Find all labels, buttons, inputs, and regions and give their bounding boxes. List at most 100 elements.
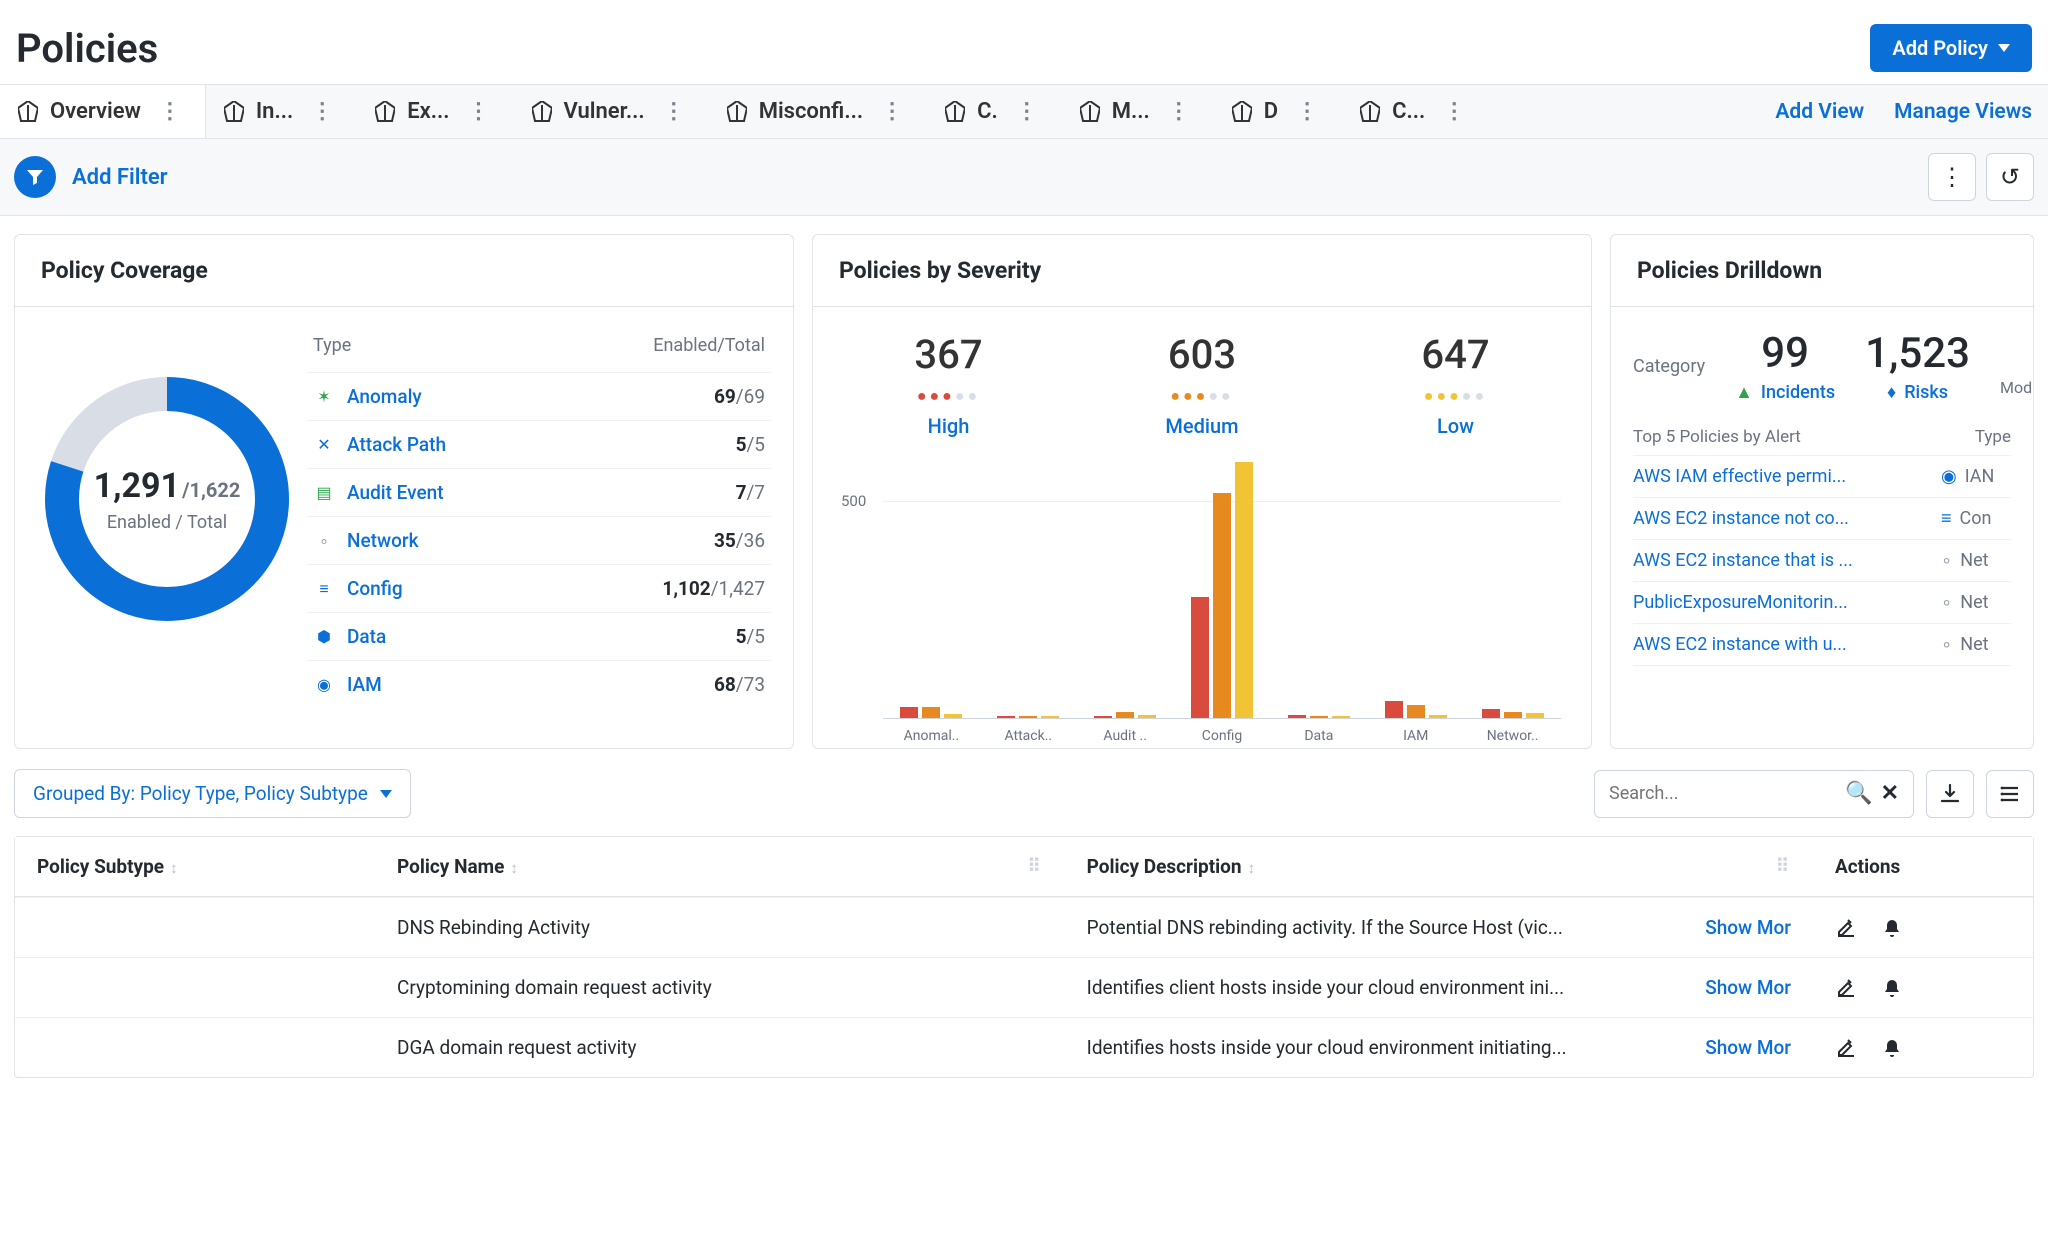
col-desc[interactable]: Policy Description — [1087, 855, 1242, 878]
type-icon: ∘ — [313, 530, 335, 552]
grouped-by-button[interactable]: Grouped By: Policy Type, Policy Subtype — [14, 769, 411, 818]
tab-d[interactable]: D⋮ — [1214, 85, 1342, 138]
table-row: Cryptomining domain request activityIden… — [15, 957, 2033, 1017]
drilldown-trailing: Mod — [2000, 378, 2032, 403]
coverage-row-attack-path[interactable]: ✕Attack Path5/5 — [307, 420, 771, 468]
columns-icon[interactable] — [1986, 770, 2034, 818]
results-table: Policy Subtype ↕ Policy Name ↕ ⠿ Policy Des… — [14, 836, 2034, 1078]
chart-bar — [1213, 493, 1231, 718]
edit-icon[interactable] — [1835, 917, 1857, 939]
show-more-link[interactable]: Show Mor — [1705, 916, 1791, 939]
severity-category: Config — [1174, 458, 1271, 718]
coverage-row-data[interactable]: ⬢Data5/5 — [307, 612, 771, 660]
type-icon: ≡ — [313, 578, 335, 600]
edit-icon[interactable] — [1835, 1037, 1857, 1059]
chart-bar — [1191, 597, 1209, 718]
tab-menu-icon[interactable]: ⋮ — [305, 99, 339, 124]
show-more-link[interactable]: Show Mor — [1705, 976, 1791, 999]
severity-block-low[interactable]: 647●●●●●Low — [1421, 331, 1489, 438]
sort-icon[interactable]: ↕ — [170, 859, 178, 877]
chart-bar — [1041, 716, 1059, 718]
tab-menu-icon[interactable]: ⋮ — [1437, 99, 1471, 124]
col-subtype[interactable]: Policy Subtype — [37, 855, 164, 878]
table-row: DGA domain request activityIdentifies ho… — [15, 1017, 2033, 1077]
sort-icon[interactable]: ↕ — [510, 859, 518, 877]
tab-menu-icon[interactable]: ⋮ — [462, 99, 496, 124]
chart-bar — [997, 716, 1015, 718]
chart-bar — [1019, 716, 1037, 718]
type-icon: ✕ — [313, 434, 335, 456]
severity-category: IAM — [1367, 458, 1464, 718]
ytick-label: 500 — [841, 492, 866, 510]
chevron-down-icon — [1998, 44, 2010, 52]
add-policy-label: Add Policy — [1892, 36, 1988, 60]
drilldown-row[interactable]: AWS EC2 instance not co...≡Con — [1633, 498, 2011, 540]
edit-icon[interactable] — [1835, 977, 1857, 999]
tab-ex[interactable]: Ex...⋮ — [357, 85, 513, 138]
manage-views-link[interactable]: Manage Views — [1894, 100, 2032, 124]
panel-drilldown: Policies Drilldown Category 99 ▲Incident… — [1610, 234, 2034, 749]
severity-category: Audit .. — [1077, 458, 1174, 718]
drilldown-head-right: Type — [1975, 427, 2011, 447]
drilldown-row[interactable]: AWS IAM effective permi...◉IAN — [1633, 456, 2011, 498]
clear-search-icon[interactable]: ✕ — [1881, 781, 1899, 806]
bell-icon[interactable] — [1881, 917, 1903, 939]
drilldown-row[interactable]: AWS EC2 instance that is ...∘Net — [1633, 540, 2011, 582]
severity-block-high[interactable]: 367●●●●●High — [914, 331, 982, 438]
coverage-row-anomaly[interactable]: ✶Anomaly69/69 — [307, 372, 771, 420]
tab-misconfi[interactable]: Misconfi...⋮ — [709, 85, 927, 138]
reset-icon[interactable]: ↺ — [1986, 153, 2034, 201]
tab-m[interactable]: M...⋮ — [1062, 85, 1214, 138]
severity-category: Anomal.. — [883, 458, 980, 718]
tab-c[interactable]: C...⋮ — [1342, 85, 1489, 138]
coverage-row-iam[interactable]: ◉IAM68/73 — [307, 660, 771, 708]
severity-dots-icon: ●●●●● — [1421, 386, 1489, 406]
drag-handle-icon[interactable]: ⠿ — [1776, 856, 1791, 877]
tab-menu-icon[interactable]: ⋮ — [1010, 99, 1044, 124]
tab-menu-icon[interactable]: ⋮ — [1290, 99, 1324, 124]
severity-dots-icon: ●●●●● — [1165, 386, 1238, 406]
tab-menu-icon[interactable]: ⋮ — [1162, 99, 1196, 124]
coverage-row-audit-event[interactable]: ▤Audit Event7/7 — [307, 468, 771, 516]
add-filter-link[interactable]: Add Filter — [72, 165, 168, 190]
type-icon: ⬢ — [313, 626, 335, 648]
chart-bar — [1526, 713, 1544, 718]
tab-menu-icon[interactable]: ⋮ — [875, 99, 909, 124]
drilldown-row[interactable]: AWS EC2 instance with u...∘Net — [1633, 624, 2011, 666]
tab-menu-icon[interactable]: ⋮ — [657, 99, 691, 124]
tab-in[interactable]: In...⋮ — [206, 85, 357, 138]
coverage-row-config[interactable]: ≡Config1,102/1,427 — [307, 564, 771, 612]
sort-icon[interactable]: ↕ — [1248, 859, 1256, 877]
download-icon[interactable] — [1926, 770, 1974, 818]
tab-vulner[interactable]: Vulner...⋮ — [514, 85, 709, 138]
filter-icon[interactable] — [14, 156, 56, 198]
coverage-enabled-count: 1,291 — [94, 466, 180, 506]
kebab-menu-icon[interactable]: ⋮ — [1928, 153, 1976, 201]
add-policy-button[interactable]: Add Policy — [1870, 24, 2032, 72]
search-icon: 🔍 — [1845, 781, 1872, 806]
severity-category: Data — [1270, 458, 1367, 718]
search-input-wrapper[interactable]: 🔍 ✕ — [1594, 770, 1914, 818]
search-input[interactable] — [1609, 783, 1845, 804]
bell-icon[interactable] — [1881, 1037, 1903, 1059]
chart-bar — [1116, 712, 1134, 719]
col-name[interactable]: Policy Name — [397, 855, 504, 878]
panel-drilldown-title: Policies Drilldown — [1611, 235, 2033, 307]
panel-coverage-title: Policy Coverage — [15, 235, 793, 307]
drilldown-risks-label[interactable]: ♦Risks — [1865, 382, 1970, 403]
bell-icon[interactable] — [1881, 977, 1903, 999]
tab-overview[interactable]: Overview⋮ — [0, 85, 206, 138]
coverage-row-network[interactable]: ∘Network35/36 — [307, 516, 771, 564]
tab-c[interactable]: C.⋮ — [927, 85, 1062, 138]
drilldown-incidents-label[interactable]: ▲Incidents — [1735, 382, 1835, 403]
coverage-head-count: Enabled/Total — [653, 335, 765, 356]
drilldown-row[interactable]: PublicExposureMonitorin...∘Net — [1633, 582, 2011, 624]
tab-strip: Overview⋮In...⋮Ex...⋮Vulner...⋮Misconfi.… — [0, 84, 2048, 139]
add-view-link[interactable]: Add View — [1775, 100, 1864, 124]
chevron-down-icon — [380, 790, 392, 798]
severity-block-medium[interactable]: 603●●●●●Medium — [1165, 331, 1238, 438]
tab-menu-icon[interactable]: ⋮ — [153, 99, 187, 124]
drag-handle-icon[interactable]: ⠿ — [1027, 856, 1042, 877]
type-icon: ◉ — [313, 674, 335, 696]
show-more-link[interactable]: Show Mor — [1705, 1036, 1791, 1059]
